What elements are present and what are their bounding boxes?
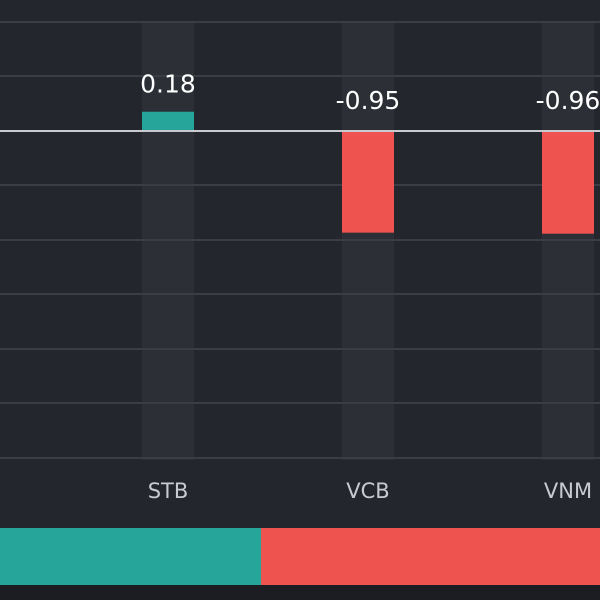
value-label-stb: 0.18 <box>140 70 196 99</box>
bars <box>142 111 594 234</box>
breadth-ratio-bar <box>0 528 600 585</box>
bar-vcb <box>342 131 394 233</box>
category-label-stb: STB <box>148 479 189 503</box>
bottom-strip <box>0 585 600 600</box>
bar-vnm <box>542 131 594 234</box>
value-labels: 0.18 -0.95 -0.96 <box>140 70 600 115</box>
bar-stb <box>142 111 194 131</box>
advancing-segment <box>0 528 261 585</box>
category-label-vnm: VNM <box>544 479 592 503</box>
value-label-vcb: -0.95 <box>336 86 401 115</box>
category-labels: STB VCB VNM <box>148 479 592 503</box>
value-label-vnm: -0.96 <box>536 86 600 115</box>
gridlines <box>0 21 600 459</box>
declining-segment <box>261 528 600 585</box>
category-label-vcb: VCB <box>346 479 389 503</box>
